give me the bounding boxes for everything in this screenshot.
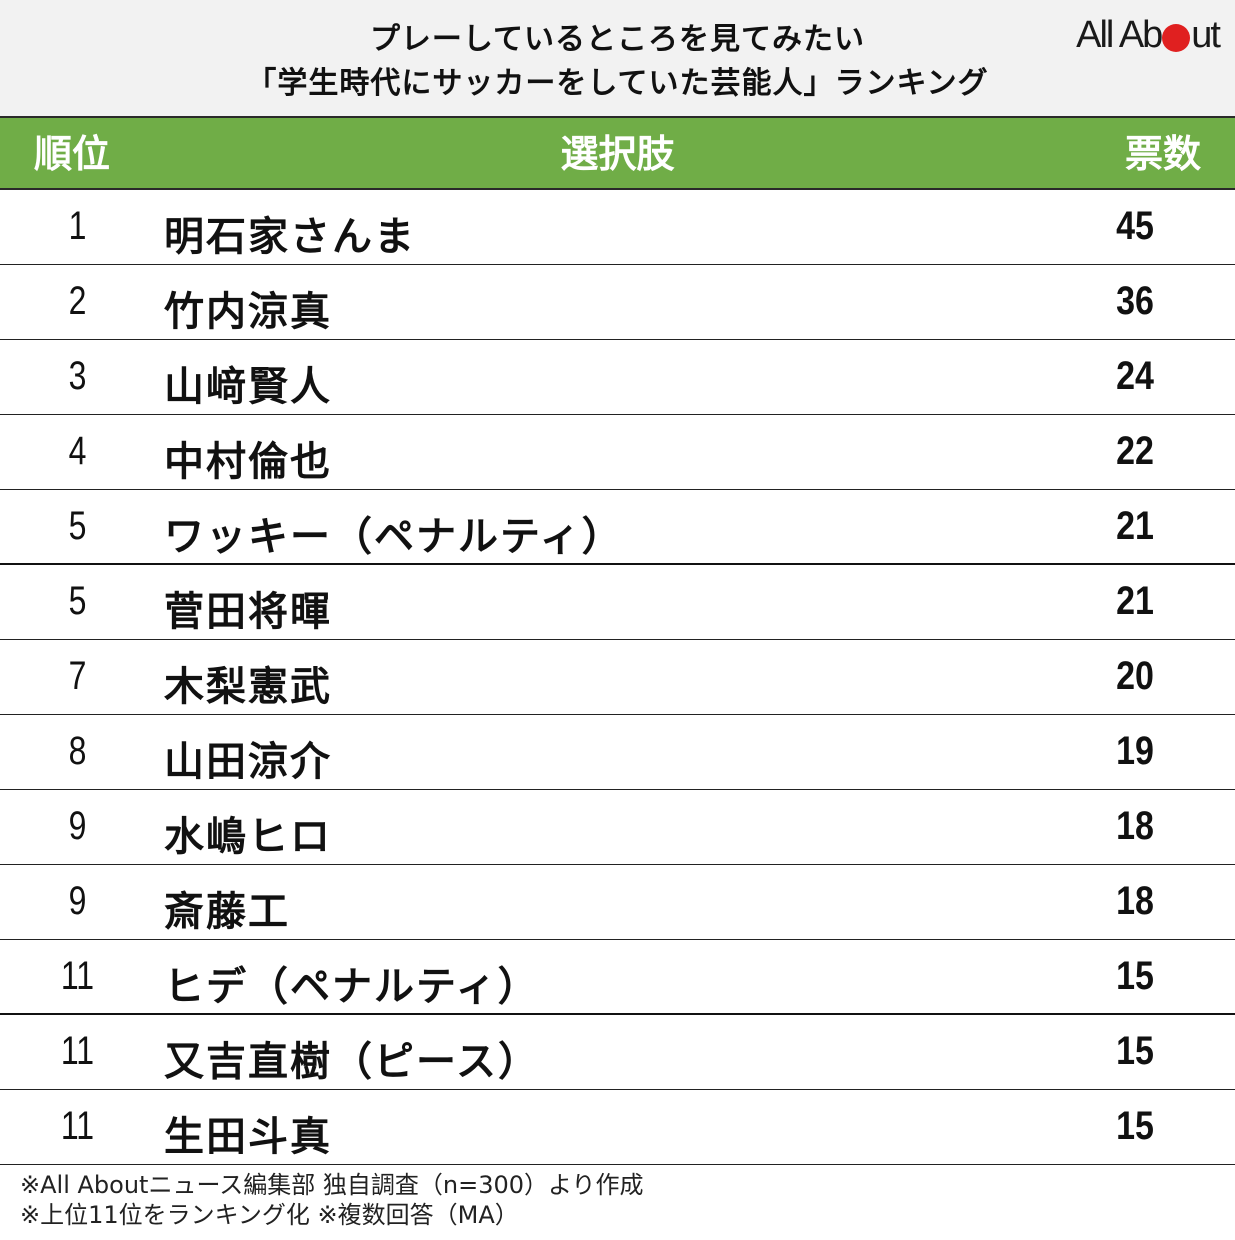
logo-text-after: ut	[1191, 13, 1221, 56]
table-row: 4 中村倫也 22	[0, 415, 1235, 490]
rank-cell: 8	[68, 729, 87, 773]
rank-cell: 9	[68, 879, 87, 923]
table-row: 9 水嶋ヒロ 18	[0, 790, 1235, 865]
ranking-table-body: 1 明石家さんま 45 2 竹内涼真 36 3 山﨑賢人 24 4 中村倫也 2…	[0, 190, 1235, 1165]
name-cell: 生田斗真	[164, 1114, 332, 1160]
rank-cell: 7	[68, 654, 87, 698]
table-row: 7 木梨憲武 20	[0, 640, 1235, 715]
name-cell: ヒデ（ペナルティ）	[164, 964, 540, 1010]
name-cell: 中村倫也	[164, 439, 332, 485]
table-row: 9 斎藤工 18	[0, 865, 1235, 940]
rank-cell: 11	[60, 1104, 95, 1148]
table-row: 1 明石家さんま 45	[0, 190, 1235, 265]
votes-cell: 15	[1116, 1104, 1154, 1148]
logo-text-before: All Ab	[1076, 13, 1163, 56]
votes-cell: 45	[1116, 204, 1154, 248]
rank-cell: 5	[68, 579, 87, 623]
title-line-2: 「学生時代にサッカーをしていた芸能人」ランキング	[246, 66, 989, 101]
name-cell: ワッキー（ペナルティ）	[164, 514, 624, 560]
rank-cell: 11	[60, 1029, 95, 1073]
name-cell: 木梨憲武	[164, 664, 332, 710]
chart-title: プレーしているところを見てみたい 「学生時代にサッカーをしていた芸能人」ランキン…	[0, 18, 1235, 106]
rank-cell: 1	[68, 204, 87, 248]
votes-cell: 21	[1116, 504, 1154, 548]
votes-cell: 36	[1116, 279, 1154, 323]
rank-cell: 5	[68, 504, 87, 548]
votes-cell: 21	[1116, 579, 1154, 623]
rank-cell: 4	[68, 429, 87, 473]
name-cell: 斎藤工	[164, 889, 290, 935]
header-rank: 順位	[34, 132, 111, 176]
name-cell: 菅田将暉	[164, 589, 332, 635]
table-row: 2 竹内涼真 36	[0, 265, 1235, 340]
logo-red-dot-icon	[1162, 24, 1191, 52]
table-row: 5 ワッキー（ペナルティ） 21	[0, 490, 1235, 565]
rank-cell: 3	[68, 354, 87, 398]
votes-cell: 18	[1116, 879, 1154, 923]
rank-cell: 11	[60, 954, 95, 998]
name-cell: 又吉直樹（ピース）	[164, 1039, 540, 1085]
votes-cell: 15	[1116, 1029, 1154, 1073]
table-row: 11 又吉直樹（ピース） 15	[0, 1015, 1235, 1090]
votes-cell: 24	[1116, 354, 1154, 398]
name-cell: 山田涼介	[164, 739, 332, 785]
name-cell: 竹内涼真	[164, 289, 332, 335]
header-choice: 選択肢	[560, 132, 675, 176]
table-row: 11 生田斗真 15	[0, 1090, 1235, 1165]
title-line-1: プレーしているところを見てみたい	[369, 22, 866, 57]
votes-cell: 15	[1116, 954, 1154, 998]
table-row: 5 菅田将暉 21	[0, 565, 1235, 640]
name-cell: 明石家さんま	[164, 214, 416, 260]
votes-cell: 20	[1116, 654, 1154, 698]
header-votes: 票数	[1124, 132, 1201, 176]
name-cell: 水嶋ヒロ	[164, 814, 332, 860]
votes-cell: 19	[1116, 729, 1154, 773]
table-row: 11 ヒデ（ペナルティ） 15	[0, 940, 1235, 1015]
table-row: 3 山﨑賢人 24	[0, 340, 1235, 415]
footnotes: ※All Aboutニュース編集部 独自調査（n=300）より作成 ※上位11位…	[20, 1170, 644, 1230]
votes-cell: 18	[1116, 804, 1154, 848]
table-header: 順位 選択肢 票数	[0, 116, 1235, 190]
votes-cell: 22	[1116, 429, 1154, 473]
title-band	[0, 0, 1235, 116]
rank-cell: 9	[68, 804, 87, 848]
rank-cell: 2	[68, 279, 87, 323]
table-row: 8 山田涼介 19	[0, 715, 1235, 790]
footnote-source: ※All Aboutニュース編集部 独自調査（n=300）より作成	[20, 1171, 644, 1199]
footnote-method: ※上位11位をランキング化 ※複数回答（MA）	[20, 1201, 519, 1229]
name-cell: 山﨑賢人	[164, 364, 332, 410]
allabout-logo: All Ab ut	[1076, 13, 1221, 56]
